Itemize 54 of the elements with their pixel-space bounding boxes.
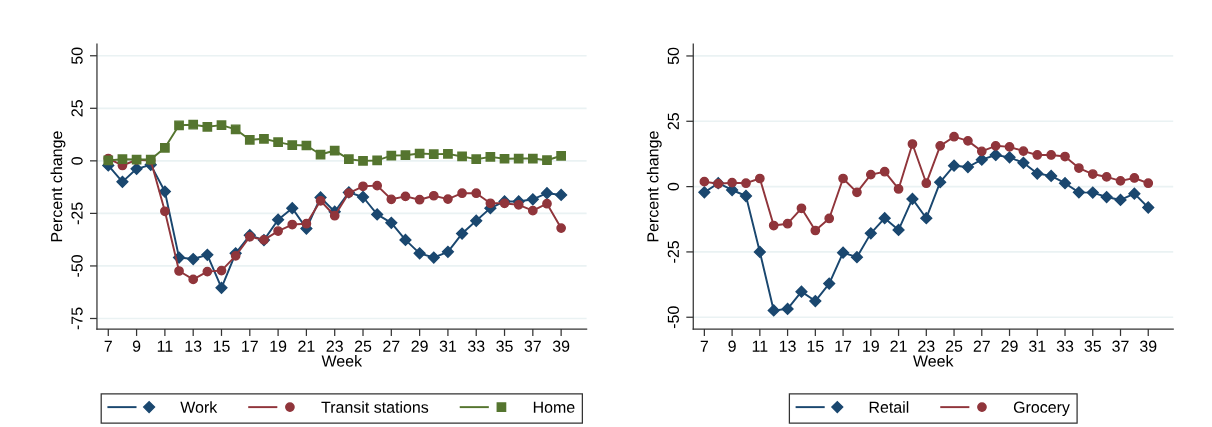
- x-tick-label: 13: [185, 340, 202, 352]
- x-tick-label: 17: [242, 340, 258, 352]
- y-tick-label: 50: [667, 47, 679, 65]
- x-tick-label: 11: [752, 340, 768, 352]
- x-tick-label: 19: [270, 340, 287, 352]
- x-tick-label: 31: [1029, 340, 1046, 352]
- x-tick-label: 35: [1084, 340, 1101, 352]
- x-tick-label: 29: [1001, 340, 1018, 352]
- x-tick-label: 9: [132, 340, 141, 352]
- y-axis-title: Percent change: [50, 131, 66, 242]
- x-tick-label: 21: [890, 340, 907, 352]
- legend-label: Retail: [869, 401, 909, 413]
- legend-label: Work: [180, 401, 218, 413]
- legend-label: Home: [533, 401, 575, 413]
- y-tick-label: 0: [667, 182, 679, 191]
- x-tick-label: 39: [1139, 340, 1157, 352]
- x-tick-label: 17: [835, 340, 852, 352]
- y-tick-label: -50: [71, 255, 83, 277]
- x-tick-label: 25: [354, 340, 372, 352]
- x-tick-label: 33: [467, 340, 485, 352]
- y-tick-label: 0: [71, 157, 83, 165]
- legend-label: Transit stations: [321, 401, 429, 413]
- y-tick-label: -25: [667, 241, 679, 263]
- y-tick-label: 50: [71, 47, 83, 64]
- x-tick-label: 23: [326, 340, 343, 352]
- y-tick-label: 25: [71, 100, 83, 117]
- y-tick-label: -75: [71, 307, 83, 330]
- x-tick-label: 27: [973, 340, 990, 352]
- x-tick-label: 15: [213, 340, 230, 352]
- y-tick-label: -25: [71, 202, 83, 225]
- x-tick-label: 9: [728, 340, 736, 352]
- y-tick-label: -50: [667, 306, 679, 329]
- x-tick-label: 7: [700, 340, 708, 352]
- x-axis-title: Week: [321, 355, 363, 367]
- x-axis-title: Week: [913, 355, 954, 367]
- y-axis-title: Percent change: [646, 131, 662, 242]
- y-tick-label: 25: [667, 113, 679, 130]
- x-tick-label: 35: [496, 340, 513, 352]
- legend-label: Grocery: [1013, 401, 1070, 417]
- x-tick-label: 13: [779, 340, 796, 352]
- x-tick-label: 27: [383, 340, 400, 352]
- x-tick-label: 23: [918, 340, 935, 352]
- x-tick-label: 37: [1112, 340, 1129, 352]
- x-tick-label: 33: [1056, 340, 1074, 352]
- x-tick-label: 29: [411, 340, 428, 352]
- x-tick-label: 11: [157, 340, 173, 352]
- x-tick-label: 7: [104, 340, 112, 352]
- x-tick-label: 19: [863, 340, 879, 352]
- x-tick-label: 31: [439, 340, 457, 352]
- x-tick-label: 15: [807, 340, 824, 352]
- x-tick-label: 21: [298, 340, 315, 352]
- x-tick-label: 37: [524, 340, 541, 352]
- x-tick-label: 39: [552, 340, 570, 352]
- x-tick-label: 25: [945, 340, 963, 352]
